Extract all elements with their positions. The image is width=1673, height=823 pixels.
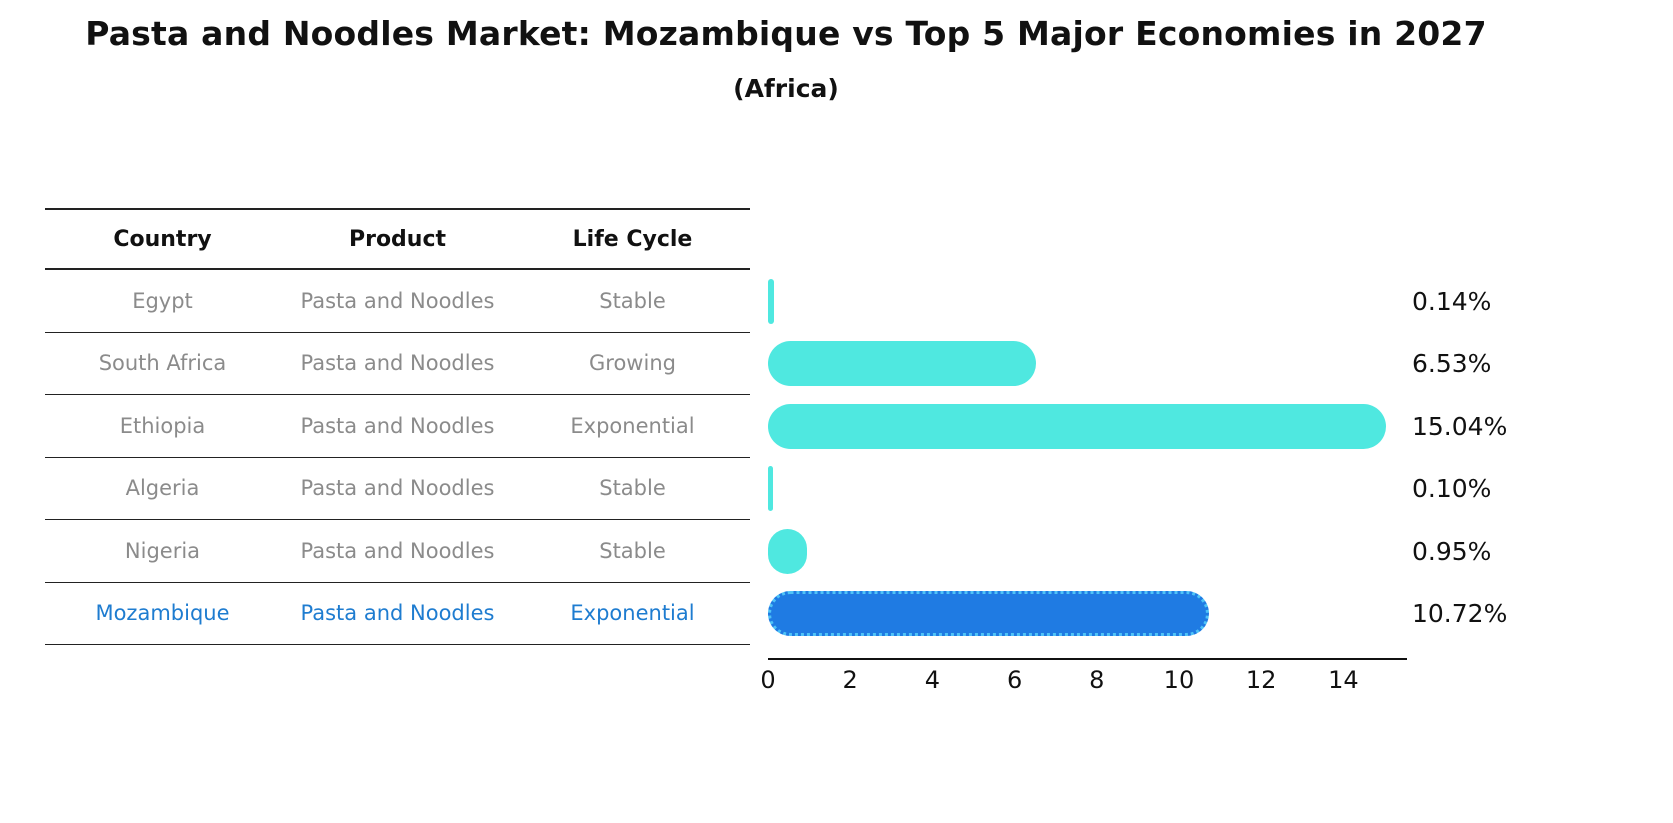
- bar-value-label: 6.53%: [1412, 349, 1492, 379]
- x-axis-ticks: 0 2 4 6 8 10 12 14: [760, 666, 1405, 700]
- table-row: South Africa Pasta and Noodles Growing: [45, 333, 750, 395]
- x-axis-tick-label: 10: [1163, 666, 1195, 694]
- bar: [768, 466, 773, 512]
- x-axis-tick-label: 6: [1006, 666, 1023, 694]
- bar-value-label: 0.10%: [1412, 474, 1492, 504]
- table-cell: Stable: [599, 288, 666, 313]
- table-row: Nigeria Pasta and Noodles Stable: [45, 520, 750, 583]
- x-axis-tick-label: 8: [1089, 666, 1105, 694]
- bar-row: [768, 395, 1405, 458]
- bar-row: [768, 333, 1405, 396]
- bar-value-label: 0.95%: [1412, 536, 1492, 566]
- table-cell: Pasta and Noodles: [300, 413, 495, 438]
- table-cell: Pasta and Noodles: [300, 601, 495, 626]
- bar: [768, 278, 774, 324]
- table-cell: Growing: [589, 351, 676, 376]
- x-axis-tick-label: 12: [1245, 666, 1277, 694]
- table-body: Egypt Pasta and Noodles Stable South Africa…: [45, 270, 750, 645]
- x-axis-tick-label: 2: [842, 666, 858, 694]
- table-cell: Nigeria: [124, 538, 201, 563]
- x-axis-tick-label: 0: [760, 666, 776, 694]
- bar: [768, 341, 1037, 387]
- table-header-cell: Life Cycle: [572, 226, 693, 252]
- table-cell: Ethiopia: [119, 413, 206, 438]
- bars: [768, 270, 1405, 645]
- table-header-row: Country Product Life Cycle: [45, 208, 750, 270]
- table-cell: Pasta and Noodles: [300, 538, 495, 563]
- x-axis-line: [768, 658, 1407, 660]
- chart-title: Pasta and Noodles Market: Mozambique vs …: [85, 14, 1487, 53]
- x-axis-tick-label: 4: [924, 666, 941, 694]
- x-axis-tick-label: 14: [1328, 666, 1359, 694]
- table-cell: Egypt: [132, 288, 193, 313]
- table-header-cell: Product: [348, 226, 447, 252]
- bar: [768, 591, 1209, 637]
- bar: [768, 528, 808, 574]
- bar-value-label: 0.14%: [1412, 286, 1492, 316]
- table-cell: Pasta and Noodles: [300, 351, 495, 376]
- table-header-cell: Country: [113, 226, 212, 252]
- bar-chart-plot-area: [768, 270, 1405, 645]
- table-row: Ethiopia Pasta and Noodles Exponential: [45, 395, 750, 458]
- bar-row: [768, 270, 1405, 333]
- table-cell: Pasta and Noodles: [300, 476, 495, 501]
- table-cell: Stable: [599, 538, 666, 563]
- bar-row: [768, 583, 1405, 646]
- table-row: Egypt Pasta and Noodles Stable: [45, 270, 750, 333]
- bar-value-label: 15.04%: [1412, 411, 1508, 441]
- table-cell: Mozambique: [95, 601, 230, 626]
- table-cell: South Africa: [98, 351, 227, 376]
- table-row: Mozambique Pasta and Noodles Exponential: [45, 583, 750, 645]
- data-table: Country Product Life Cycle Egypt Pasta and …: [45, 208, 750, 645]
- bar-value-label: 10.72%: [1412, 599, 1508, 629]
- table-cell: Stable: [599, 476, 666, 501]
- value-labels: 0.14% 6.53% 15.04% 0.10% 0.95% 10.72%: [1412, 270, 1572, 645]
- chart-subtitle: (Africa): [733, 74, 839, 103]
- table-cell: Exponential: [570, 601, 695, 626]
- table-row: Algeria Pasta and Noodles Stable: [45, 458, 750, 520]
- bar-row: [768, 458, 1405, 521]
- table-cell: Exponential: [570, 413, 695, 438]
- bar-row: [768, 520, 1405, 583]
- table-cell: Algeria: [125, 476, 200, 501]
- bar: [768, 403, 1387, 449]
- table-cell: Pasta and Noodles: [300, 288, 495, 313]
